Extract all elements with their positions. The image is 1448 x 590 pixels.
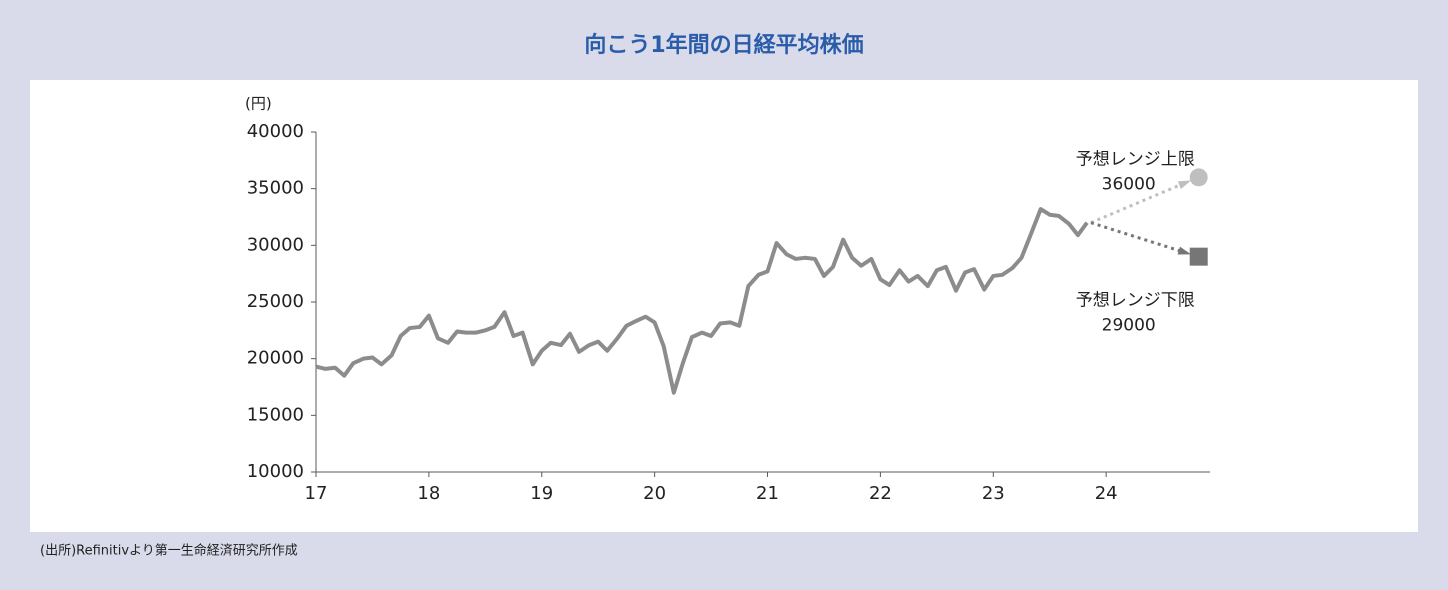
y-axis-label: (円) <box>245 95 272 113</box>
forecast-arrowhead <box>1177 180 1192 189</box>
x-tick-label: 23 <box>982 483 1005 504</box>
y-tick-label: 30000 <box>247 234 304 255</box>
chart-title: 向こう1年間の日経平均株価 <box>584 32 863 58</box>
forecast-label: 予想レンジ下限 <box>1076 291 1195 311</box>
x-tick-label: 17 <box>305 483 328 504</box>
y-tick-label: 40000 <box>247 121 304 142</box>
x-tick-label: 20 <box>643 483 666 504</box>
y-tick-label: 20000 <box>247 348 304 369</box>
forecast-value: 29000 <box>1102 316 1156 336</box>
x-tick-label: 19 <box>530 483 553 504</box>
title-band <box>30 10 1418 80</box>
x-tick-label: 22 <box>869 483 892 504</box>
y-tick-label: 10000 <box>247 461 304 482</box>
x-tick-label: 24 <box>1095 483 1118 504</box>
forecast-line <box>1090 181 1187 225</box>
plot-panel <box>30 80 1418 532</box>
forecast-marker <box>1189 247 1208 266</box>
forecast-line <box>1090 221 1186 255</box>
forecast-marker <box>1189 168 1208 187</box>
forecast-label: 予想レンジ上限 <box>1076 149 1195 169</box>
x-tick-label: 21 <box>756 483 779 504</box>
price-line <box>315 207 1089 395</box>
forecast-arrowhead <box>1177 246 1192 255</box>
x-tick-label: 18 <box>417 483 440 504</box>
y-tick-label: 35000 <box>247 178 304 199</box>
y-tick-label: 25000 <box>247 291 304 312</box>
forecast-value: 36000 <box>1102 174 1156 194</box>
y-tick-label: 15000 <box>247 404 304 425</box>
source-note: (出所)Refinitivより第一生命経済研究所作成 <box>40 543 298 559</box>
